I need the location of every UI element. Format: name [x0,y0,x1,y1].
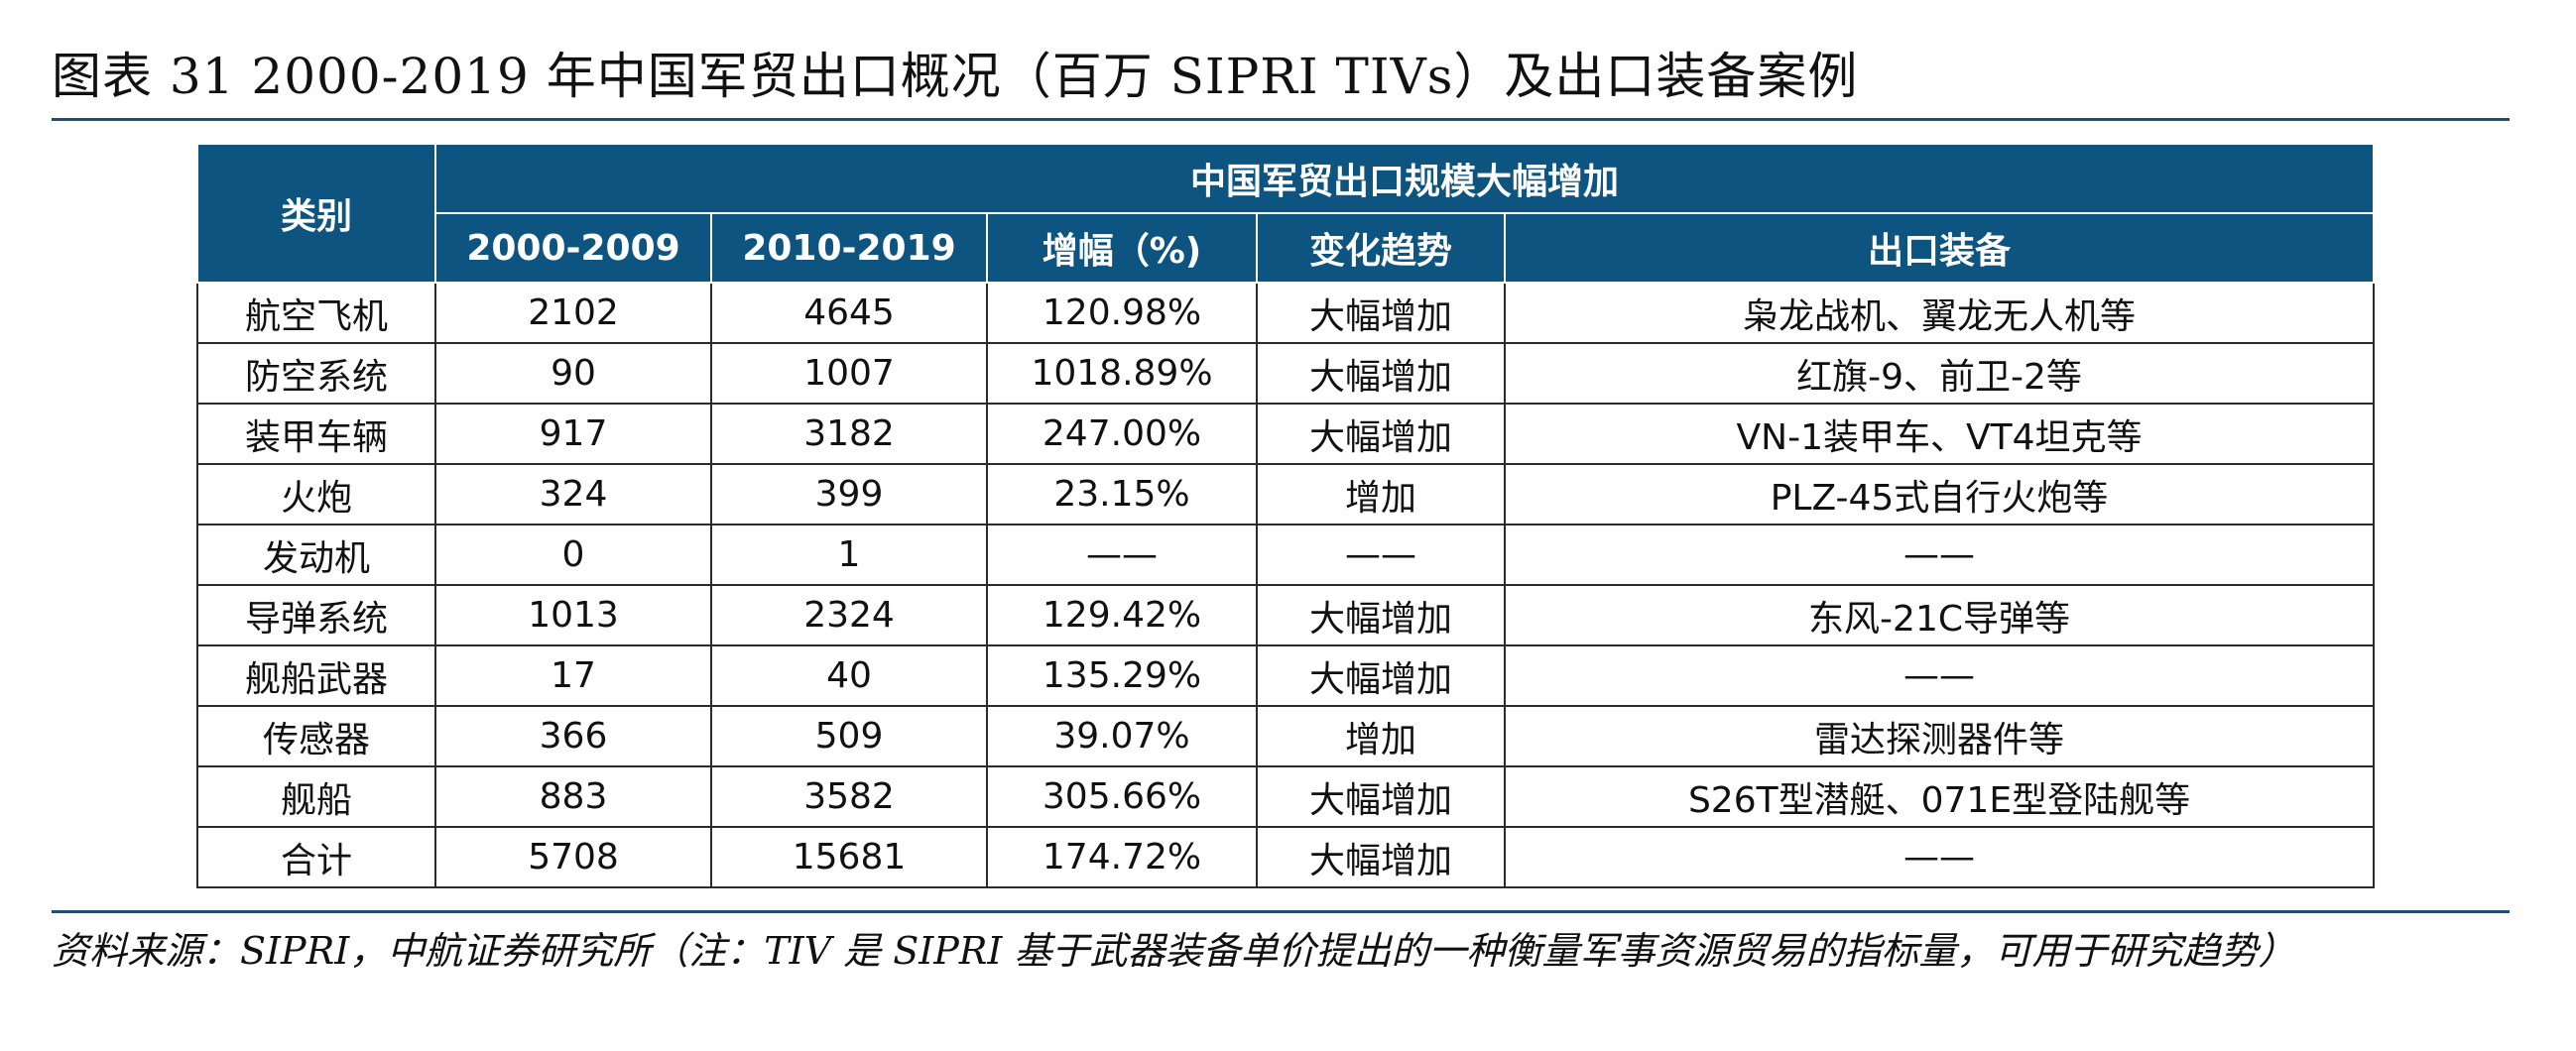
cell-2010-2019: 4645 [710,282,988,344]
cell-category: 火炮 [196,463,436,526]
cell-trend: 大幅增加 [1256,403,1506,465]
title-divider [52,118,2510,121]
cell-growth: 23.15% [986,463,1258,526]
cell-equipment: —— [1503,826,2376,888]
cell-growth: 1018.89% [986,342,1258,405]
cell-equipment: 枭龙战机、翼龙无人机等 [1503,282,2376,344]
cell-trend: 增加 [1256,705,1506,767]
cell-category: 导弹系统 [196,584,436,646]
cell-growth: 305.66% [986,765,1258,828]
cell-2000-2009: 2102 [434,282,712,344]
cell-category: 装甲车辆 [196,403,436,465]
cell-trend: 大幅增加 [1256,282,1506,344]
cell-category: 航空飞机 [196,282,436,344]
header-2000-2009: 2000-2009 [434,212,712,284]
cell-category: 舰船 [196,765,436,828]
table-row: 发动机 0 1 —— —— —— [196,524,2376,586]
table-row: 防空系统 90 1007 1018.89% 大幅增加 红旗-9、前卫-2等 [196,342,2376,405]
cell-growth: 129.42% [986,584,1258,646]
cell-equipment: 红旗-9、前卫-2等 [1503,342,2376,405]
cell-growth: 174.72% [986,826,1258,888]
cell-2000-2009: 17 [434,644,712,707]
header-2010-2019: 2010-2019 [710,212,988,284]
cell-growth: —— [986,524,1258,586]
table-row: 舰船 883 3582 305.66% 大幅增加 S26T型潜艇、071E型登陆舰等 [196,765,2376,828]
cell-2000-2009: 5708 [434,826,712,888]
header-group: 中国军贸出口规模大幅增加 [433,143,2376,214]
cell-equipment: PLZ-45式自行火炮等 [1503,463,2376,526]
source-note: 资料来源：SIPRI，中航证券研究所（注：TIV 是 SIPRI 基于武器装备单… [52,929,2296,973]
header-trend: 变化趋势 [1256,212,1506,284]
cell-2000-2009: 1013 [434,584,712,646]
cell-2000-2009: 883 [434,765,712,828]
cell-equipment: 东风-21C导弹等 [1503,584,2376,646]
table-header-row-2: 2000-2009 2010-2019 增幅（%) 变化趋势 出口装备 [197,212,2376,284]
cell-category: 防空系统 [196,342,436,405]
cell-2000-2009: 917 [434,403,712,465]
cell-equipment: 雷达探测器件等 [1503,705,2376,767]
table-row: 合计 5708 15681 174.72% 大幅增加 —— [196,826,2376,888]
table-row: 传感器 366 509 39.07% 增加 雷达探测器件等 [196,705,2376,767]
figure-title: 图表 31 2000-2019 年中国军贸出口概况（百万 SIPRI TIVs）… [52,48,1859,105]
cell-trend: 大幅增加 [1256,342,1506,405]
cell-2010-2019: 15681 [710,826,988,888]
cell-trend: 大幅增加 [1256,765,1506,828]
cell-2010-2019: 1007 [710,342,988,405]
table-row: 舰船武器 17 40 135.29% 大幅增加 —— [196,644,2376,707]
table-row: 装甲车辆 917 3182 247.00% 大幅增加 VN-1装甲车、VT4坦克等 [196,403,2376,465]
cell-2010-2019: 40 [710,644,988,707]
cell-category: 合计 [196,826,436,888]
table-row: 火炮 324 399 23.15% 增加 PLZ-45式自行火炮等 [196,463,2376,526]
cell-2000-2009: 366 [434,705,712,767]
cell-2010-2019: 3182 [710,403,988,465]
table-header-row-1: 类别 中国军贸出口规模大幅增加 [196,143,2376,284]
cell-2000-2009: 0 [434,524,712,586]
cell-2010-2019: 2324 [710,584,988,646]
header-growth: 增幅（%) [986,212,1258,284]
cell-trend: 大幅增加 [1256,826,1506,888]
header-equipment: 出口装备 [1503,212,2376,284]
cell-trend: 大幅增加 [1256,584,1506,646]
cell-2010-2019: 399 [710,463,988,526]
cell-trend: 增加 [1256,463,1506,526]
cell-2000-2009: 324 [434,463,712,526]
cell-growth: 247.00% [986,403,1258,465]
cell-2000-2009: 90 [434,342,712,405]
source-divider [52,910,2510,913]
table-row: 导弹系统 1013 2324 129.42% 大幅增加 东风-21C导弹等 [196,584,2376,646]
cell-category: 发动机 [196,524,436,586]
cell-category: 舰船武器 [196,644,436,707]
cell-equipment: —— [1503,644,2376,707]
table-body: 航空飞机 2102 4645 120.98% 大幅增加 枭龙战机、翼龙无人机等 防空系统 90… [196,282,2376,888]
cell-equipment: VN-1装甲车、VT4坦克等 [1503,403,2376,465]
header-category: 类别 [196,143,436,284]
cell-trend: —— [1256,524,1506,586]
export-table: 类别 中国军贸出口规模大幅增加 2000-2009 2010-2019 增幅（%… [196,143,2376,888]
cell-2010-2019: 509 [710,705,988,767]
cell-equipment: S26T型潜艇、071E型登陆舰等 [1503,765,2376,828]
cell-equipment: —— [1503,524,2376,586]
cell-trend: 大幅增加 [1256,644,1506,707]
cell-growth: 135.29% [986,644,1258,707]
cell-2010-2019: 1 [710,524,988,586]
table-row: 航空飞机 2102 4645 120.98% 大幅增加 枭龙战机、翼龙无人机等 [196,282,2376,344]
cell-2010-2019: 3582 [710,765,988,828]
cell-category: 传感器 [196,705,436,767]
cell-growth: 39.07% [986,705,1258,767]
cell-growth: 120.98% [986,282,1258,344]
